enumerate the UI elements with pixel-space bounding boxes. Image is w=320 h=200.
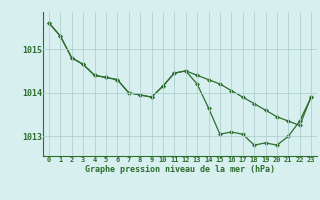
X-axis label: Graphe pression niveau de la mer (hPa): Graphe pression niveau de la mer (hPa): [85, 165, 275, 174]
